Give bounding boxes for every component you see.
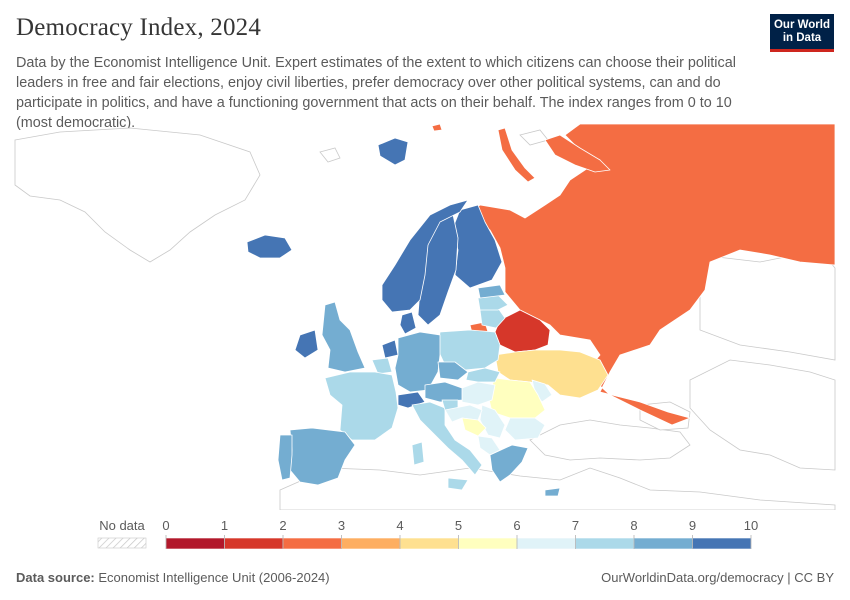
region-slovakia[interactable] xyxy=(465,367,501,383)
turkey-outline xyxy=(529,419,691,461)
region-austria[interactable] xyxy=(424,381,463,403)
region-italy-sardinia[interactable] xyxy=(411,441,425,466)
legend-bin-2[interactable] xyxy=(282,537,342,550)
region-germany[interactable] xyxy=(394,331,441,393)
region-ireland[interactable] xyxy=(294,329,319,359)
region-russia-island[interactable] xyxy=(544,134,611,173)
data-source-link[interactable]: Economist Intelligence Unit (2006-2024) xyxy=(98,570,330,585)
legend-tick-label-3: 3 xyxy=(338,518,345,533)
region-russia-novaya-zemlya[interactable] xyxy=(497,127,536,183)
greenland-outline xyxy=(14,127,261,263)
region-poland[interactable] xyxy=(437,329,501,371)
legend-tick-label-8: 8 xyxy=(630,518,637,533)
region-cyprus[interactable] xyxy=(544,487,561,497)
chart-subtitle: Data by the Economist Intelligence Unit.… xyxy=(16,55,736,131)
legend-tick-label-4: 4 xyxy=(396,518,403,533)
region-netherlands[interactable] xyxy=(381,339,399,359)
legend-bin-4[interactable] xyxy=(399,537,459,550)
region-czechia[interactable] xyxy=(437,361,469,381)
region-bulgaria[interactable] xyxy=(504,417,546,441)
legend-tick-label-9: 9 xyxy=(689,518,696,533)
region-iceland[interactable] xyxy=(246,234,293,259)
region-estonia[interactable] xyxy=(477,284,506,299)
region-romania[interactable] xyxy=(487,377,546,419)
color-legend: No data 0 1 2 3 4 5 6 7 8 9 10 xyxy=(97,518,758,550)
region-svalbard[interactable] xyxy=(377,137,409,166)
region-norway[interactable] xyxy=(381,199,469,313)
region-italy-sicily[interactable] xyxy=(447,477,469,491)
chart-title: Democracy Index, 2024 xyxy=(16,14,262,41)
legend-bin-8[interactable] xyxy=(633,537,693,550)
legend-bin-5[interactable] xyxy=(458,537,518,550)
region-portugal[interactable] xyxy=(277,434,293,481)
legend-tick-label-7: 7 xyxy=(572,518,579,533)
legend-tick-label-0: 0 xyxy=(162,518,169,533)
logo-line-2: in Data xyxy=(782,31,822,44)
legend-tick-label-2: 2 xyxy=(279,518,286,533)
legend-tick-label-6: 6 xyxy=(513,518,520,533)
region-russia-islet[interactable] xyxy=(431,123,443,132)
data-source: Data source: Economist Intelligence Unit… xyxy=(16,570,330,585)
region-denmark[interactable] xyxy=(399,311,417,335)
legend-no-data-swatch xyxy=(97,537,147,549)
legend-bin-7[interactable] xyxy=(575,537,635,550)
region-france[interactable] xyxy=(324,371,399,441)
region-united-kingdom[interactable] xyxy=(321,301,366,373)
north-island-outline xyxy=(519,129,549,146)
legend-bin-6[interactable] xyxy=(516,537,576,550)
region-greece[interactable] xyxy=(489,444,529,483)
data-source-label: Data source: xyxy=(16,570,95,585)
kazakhstan-outline xyxy=(699,249,836,361)
region-russia[interactable] xyxy=(469,123,836,426)
legend-no-data-label: No data xyxy=(99,518,145,533)
legend-bin-9[interactable] xyxy=(692,537,752,550)
europe-map xyxy=(14,123,836,510)
region-bosnia[interactable] xyxy=(461,417,487,437)
legend-bin-1[interactable] xyxy=(224,537,284,550)
legend-tick-label-1: 1 xyxy=(221,518,228,533)
legend-tick-label-5: 5 xyxy=(455,518,462,533)
legend-tick-label-10: 10 xyxy=(744,518,758,533)
url-license[interactable]: OurWorldinData.org/democracy | CC BY xyxy=(601,570,834,585)
logo-line-1: Our World xyxy=(773,18,830,31)
region-serbia[interactable] xyxy=(479,404,506,439)
legend-bin-0[interactable] xyxy=(165,537,225,550)
owid-logo[interactable]: Our World in Data xyxy=(770,14,834,52)
central-asia-outline xyxy=(689,359,836,471)
region-belgium[interactable] xyxy=(371,357,393,375)
svalbard-small-outline xyxy=(319,147,341,163)
legend-bin-3[interactable] xyxy=(341,537,401,550)
